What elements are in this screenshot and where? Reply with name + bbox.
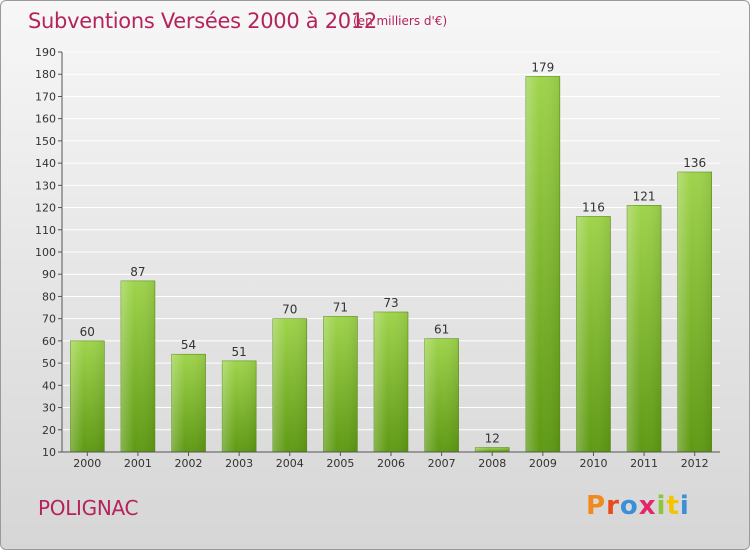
data-label: 12 — [485, 432, 500, 446]
y-tick-label: 10 — [42, 446, 56, 459]
data-label: 179 — [531, 60, 554, 74]
bar-shine — [222, 360, 257, 452]
bar-shine — [525, 76, 560, 452]
data-label: 73 — [383, 296, 398, 310]
bar-shine — [576, 216, 611, 452]
y-tick-label: 110 — [35, 224, 56, 237]
x-tick-label: 2001 — [124, 457, 152, 470]
x-tick-label: 2008 — [478, 457, 506, 470]
x-tick-label: 2000 — [73, 457, 101, 470]
proxiti-logo[interactable]: Proxiti — [586, 491, 690, 521]
chart-title: Subventions Versées 2000 à 2012 — [28, 9, 377, 33]
data-label: 61 — [434, 323, 449, 337]
y-tick-label: 130 — [35, 179, 56, 192]
data-label: 71 — [333, 300, 348, 314]
y-tick-label: 120 — [35, 202, 56, 215]
y-tick-label: 40 — [42, 379, 56, 392]
x-tick-label: 2003 — [225, 457, 253, 470]
bar-shine — [70, 340, 105, 452]
x-tick-label: 2011 — [630, 457, 658, 470]
y-tick-label: 190 — [35, 46, 56, 59]
y-tick-label: 20 — [42, 424, 56, 437]
logo-letter: o — [619, 491, 639, 521]
bar-shine — [272, 318, 307, 452]
data-label: 116 — [582, 200, 605, 214]
y-tick-label: 80 — [42, 290, 56, 303]
x-tick-label: 2010 — [579, 457, 607, 470]
data-label: 60 — [80, 325, 95, 339]
logo-letter: i — [656, 491, 667, 521]
y-tick-label: 160 — [35, 113, 56, 126]
y-tick-label: 100 — [35, 246, 56, 259]
x-tick-label: 2004 — [276, 457, 304, 470]
bar-shine — [424, 338, 459, 452]
data-label: 54 — [181, 338, 196, 352]
data-label: 51 — [232, 345, 247, 359]
bar-shine — [323, 316, 358, 452]
data-label: 121 — [633, 189, 656, 203]
data-label: 87 — [130, 265, 145, 279]
data-label: 70 — [282, 303, 297, 317]
y-tick-label: 60 — [42, 335, 56, 348]
bars: 60 87 54 51 70 71 73 61 12 179 116 121 136 — [70, 60, 712, 453]
y-tick-label: 170 — [35, 90, 56, 103]
y-tick-label: 70 — [42, 313, 56, 326]
y-tick-label: 90 — [42, 268, 56, 281]
x-tick-label: 2002 — [175, 457, 203, 470]
axes: 10 20 30 40 50 60 70 80 90 100 110 120 130 140 150 160 1… — [35, 46, 720, 470]
x-tick-label: 2006 — [377, 457, 405, 470]
y-tick-label: 180 — [35, 68, 56, 81]
bar-shine — [120, 280, 155, 452]
commune-name: POLIGNAC — [38, 496, 139, 520]
bar-shine — [374, 312, 408, 452]
y-tick-label: 140 — [35, 157, 56, 170]
x-tick-label: 2009 — [529, 457, 557, 470]
logo-letter: i — [679, 491, 690, 521]
bar-shine — [171, 354, 206, 452]
y-tick-label: 30 — [42, 402, 56, 415]
y-tick-label: 50 — [42, 357, 56, 370]
y-tick-label: 150 — [35, 135, 56, 148]
data-label: 136 — [683, 156, 706, 170]
logo-letter: t — [666, 491, 680, 521]
x-tick-label: 2012 — [681, 457, 709, 470]
bar-shine — [627, 205, 662, 452]
logo-letter: P — [586, 491, 607, 521]
chart-subtitle: (en milliers d'€) — [353, 14, 448, 28]
bar-shine — [475, 447, 510, 452]
x-tick-label: 2007 — [428, 457, 456, 470]
logo-letter: r — [606, 491, 620, 521]
logo-letter: x — [638, 491, 657, 521]
bar-shine — [677, 172, 712, 452]
x-tick-label: 2005 — [326, 457, 354, 470]
